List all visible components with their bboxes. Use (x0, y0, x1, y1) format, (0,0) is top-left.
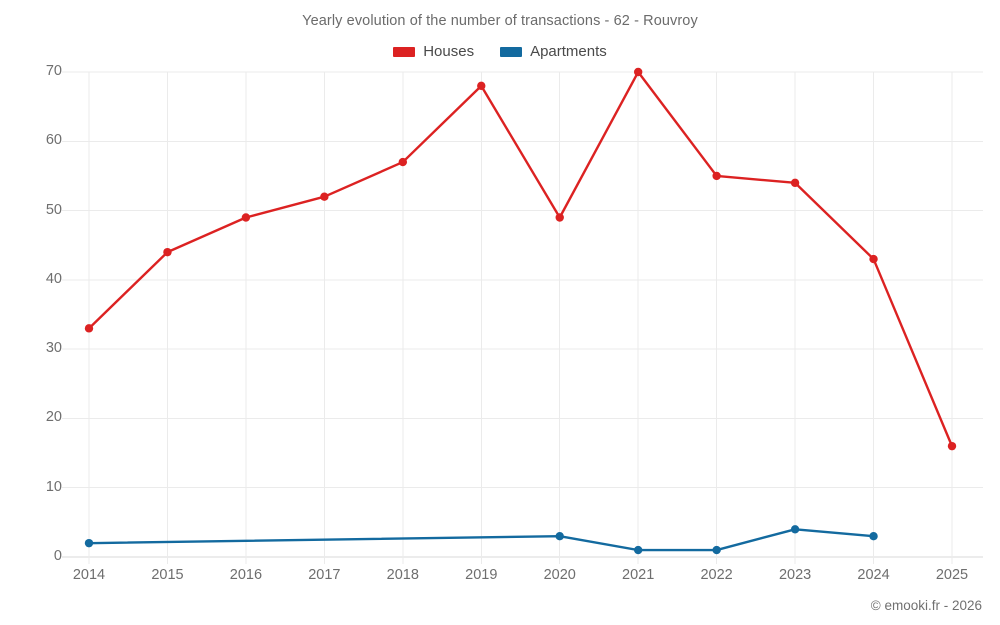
y-tick-label: 10 (45, 478, 62, 495)
x-tick-label: 2018 (386, 567, 419, 583)
legend-label-houses: Houses (423, 43, 475, 60)
y-axis-tick-labels: 0 10 20 30 40 50 60 70 (0, 0, 62, 625)
data-point-apartments[interactable] (869, 532, 878, 541)
data-point-apartments[interactable] (790, 525, 800, 534)
data-point-houses[interactable] (712, 171, 721, 181)
data-point-houses[interactable] (869, 254, 878, 264)
y-tick-label: 20 (45, 409, 62, 426)
x-tick-label: 2022 (700, 567, 733, 583)
data-point-houses[interactable] (633, 67, 643, 77)
data-point-houses[interactable] (241, 213, 251, 222)
y-tick-label: 50 (45, 201, 62, 218)
y-tick-label: 70 (45, 63, 62, 79)
x-tick-label: 2020 (543, 567, 576, 583)
legend-item-houses[interactable]: Houses (393, 44, 474, 59)
data-point-houses[interactable] (790, 178, 800, 188)
legend-swatch-houses (393, 46, 416, 57)
x-tick-label: 2016 (229, 567, 263, 583)
x-tick-label: 2014 (72, 567, 106, 583)
series-line-houses (87, 70, 954, 448)
data-point-houses[interactable] (84, 324, 94, 333)
data-point-houses[interactable] (947, 441, 957, 451)
x-tick-label: 2019 (465, 567, 498, 583)
y-tick-label: 60 (45, 132, 62, 149)
x-tick-label: 2021 (622, 567, 655, 583)
data-point-apartments[interactable] (712, 545, 721, 555)
data-point-houses[interactable] (163, 247, 172, 257)
legend-label-apartments: Apartments (530, 43, 607, 60)
y-tick-label: 30 (45, 340, 62, 357)
x-tick-label: 2024 (857, 567, 890, 583)
data-point-apartments[interactable] (84, 538, 94, 548)
data-point-houses[interactable] (555, 213, 564, 222)
x-tick-label: 2015 (151, 567, 184, 583)
x-tick-label: 2017 (308, 567, 341, 583)
data-point-houses[interactable] (398, 157, 408, 167)
chart-title: Yearly evolution of the number of transa… (302, 13, 698, 29)
series-line-apartments (87, 528, 875, 552)
chart-legend: Houses Apartments (0, 44, 1000, 59)
data-point-houses[interactable] (477, 81, 486, 91)
y-tick-label: 0 (53, 548, 62, 564)
footer-credit: © emooki.fr - 2026 (870, 598, 982, 613)
data-point-apartments[interactable] (633, 545, 643, 555)
legend-swatch-apartments (500, 46, 523, 57)
data-point-apartments[interactable] (555, 532, 564, 541)
y-tick-label: 40 (45, 270, 62, 287)
legend-item-apartments[interactable]: Apartments (500, 44, 607, 59)
data-point-houses[interactable] (320, 192, 329, 201)
x-tick-label: 2025 (935, 567, 969, 583)
x-tick-label: 2023 (778, 567, 812, 583)
